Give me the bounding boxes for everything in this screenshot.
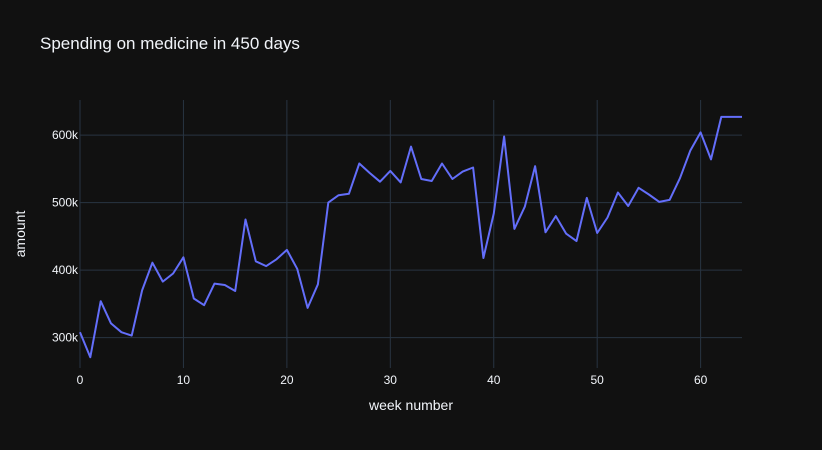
x-tick-label: 30 — [384, 373, 398, 387]
x-tick-label: 10 — [177, 373, 191, 387]
x-axis-title: week number — [368, 397, 453, 413]
y-tick-label: 600k — [52, 128, 79, 142]
grid-lines — [79, 100, 742, 368]
x-tick-label: 0 — [77, 373, 84, 387]
x-tick-label: 20 — [280, 373, 294, 387]
chart-title: Spending on medicine in 450 days — [40, 34, 300, 53]
series-line — [79, 115, 742, 359]
y-axis-title: amount — [12, 211, 28, 258]
x-tick-label: 60 — [694, 373, 708, 387]
y-tick-label: 300k — [52, 331, 79, 345]
y-tick-label: 400k — [52, 263, 79, 277]
tick-labels: 0 10 20 30 40 50 60 300k 400k 500k 600k — [52, 128, 708, 387]
x-tick-label: 50 — [591, 373, 605, 387]
y-tick-label: 500k — [52, 196, 79, 210]
x-tick-label: 40 — [487, 373, 501, 387]
